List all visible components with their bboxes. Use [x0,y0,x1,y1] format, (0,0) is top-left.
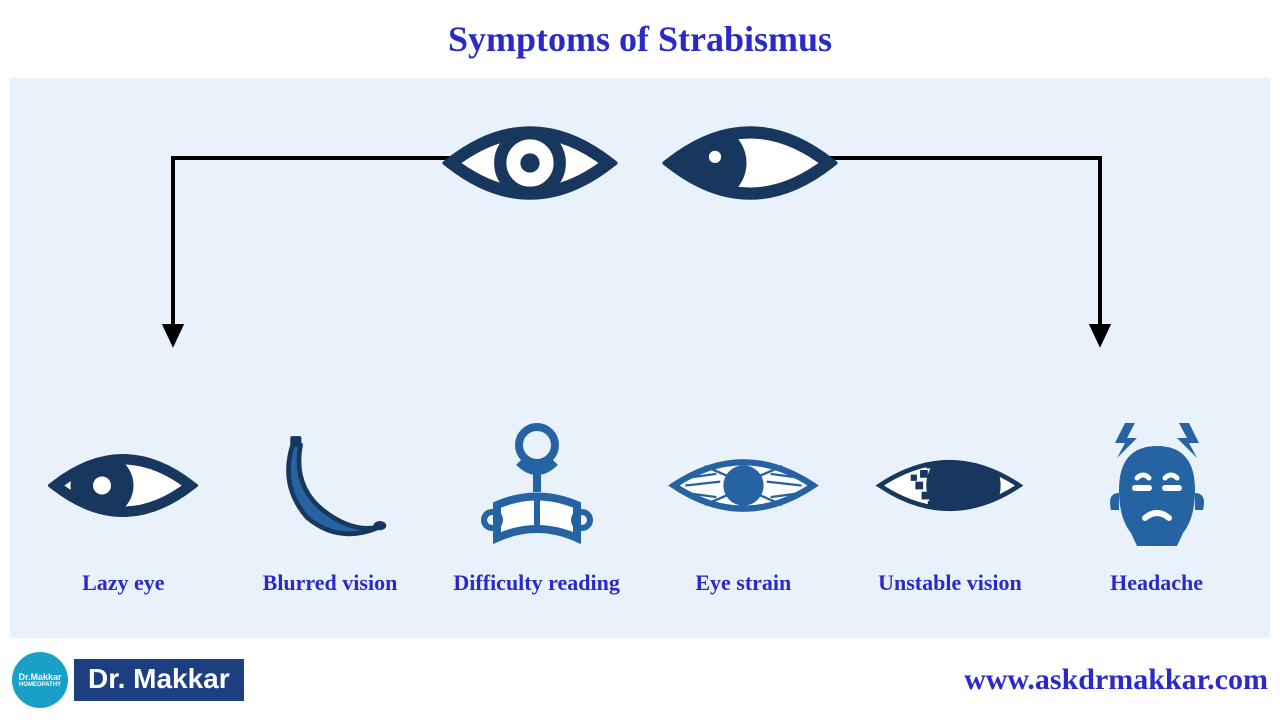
logo-bar: Dr. Makkar [74,659,244,701]
symptom-label: Unstable vision [878,568,1022,598]
main-eyes-group [443,108,838,218]
symptom-unstable-vision: Unstable vision [850,420,1050,598]
logo-circle: Dr.Makkar HOMEOPATHY [12,652,68,708]
strabismus-eye-icon [663,108,838,218]
website-url: www.askdrmakkar.com [964,663,1268,697]
lazy-eye-icon [48,438,198,533]
symptom-headache: Headache [1057,420,1257,598]
eye-strain-icon [666,438,821,533]
logo-circle-line1: Dr.Makkar [18,673,61,682]
normal-eye-icon [443,108,618,218]
banana-icon [265,425,395,545]
logo-circle-line2: HOMEOPATHY [19,682,61,688]
footer: Dr.Makkar HOMEOPATHY Dr. Makkar www.askd… [12,652,1268,708]
diagram-panel: Lazy eye Blurred vision [10,78,1270,638]
symptom-label: Blurred vision [263,568,398,598]
symptom-label: Difficulty reading [453,568,619,598]
symptom-lazy-eye: Lazy eye [23,420,223,598]
unstable-vision-icon [872,438,1027,533]
symptom-blurred-vision: Blurred vision [230,420,430,598]
symptom-difficulty-reading: Difficulty reading [437,420,637,598]
symptom-label: Lazy eye [82,568,164,598]
symptom-row: Lazy eye Blurred vision [20,420,1260,598]
reading-icon [477,420,597,550]
headache-icon [1097,418,1217,553]
symptom-eye-strain: Eye strain [643,420,843,598]
page-title: Symptoms of Strabismus [0,0,1280,60]
symptom-label: Eye strain [695,568,791,598]
logo-block: Dr.Makkar HOMEOPATHY Dr. Makkar [12,652,244,708]
symptom-label: Headache [1110,568,1203,598]
